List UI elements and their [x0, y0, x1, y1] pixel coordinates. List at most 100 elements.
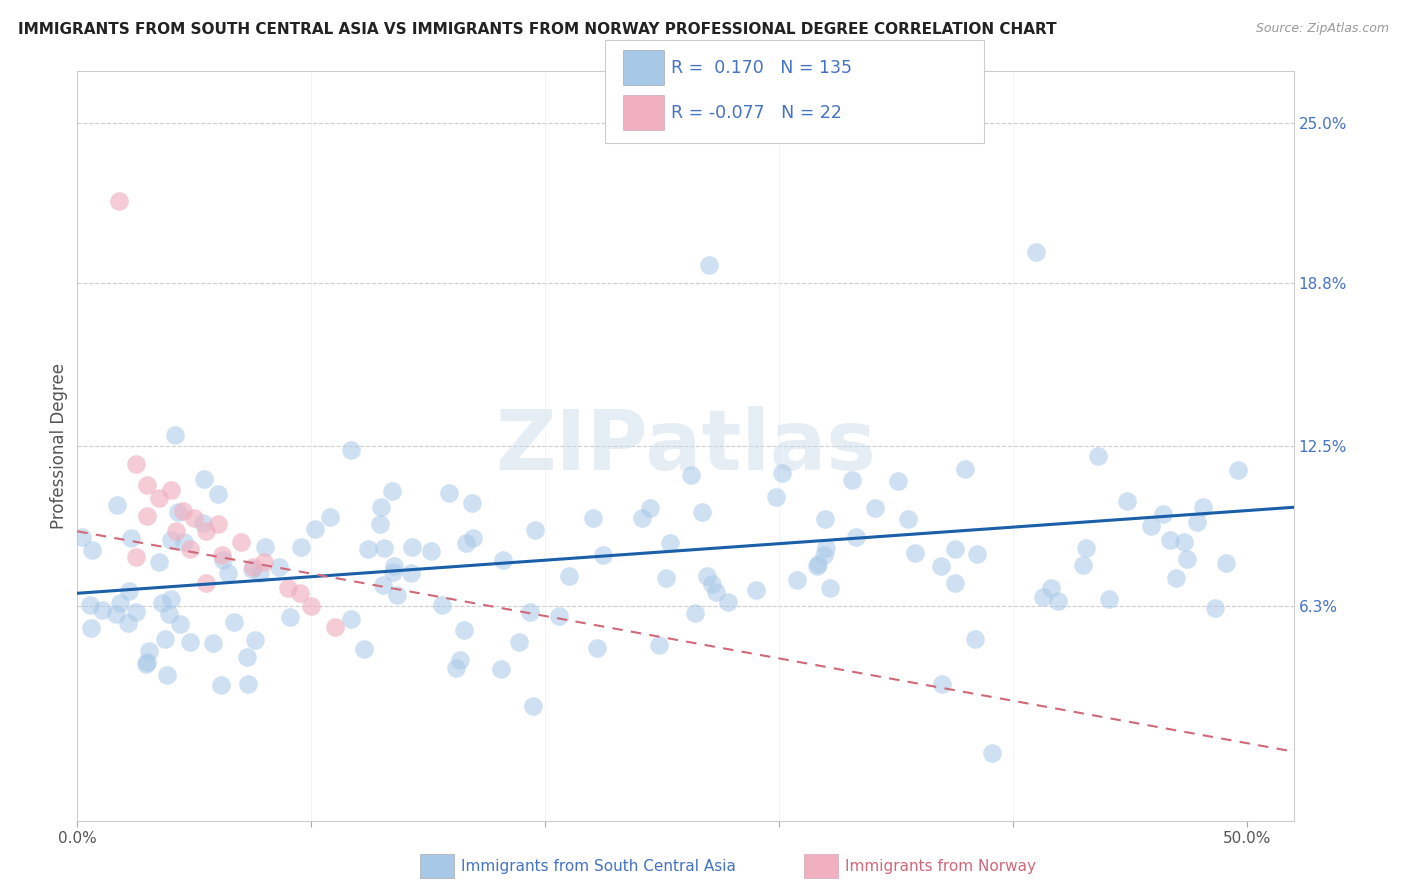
Point	[148, 491, 170, 505]
Text: Immigrants from South Central Asia: Immigrants from South Central Asia	[461, 859, 737, 873]
Point	[453, 623, 475, 637]
Point	[323, 620, 346, 634]
Point	[299, 599, 322, 614]
Point	[654, 571, 676, 585]
Point	[118, 583, 141, 598]
Point	[1192, 500, 1215, 515]
Point	[489, 662, 512, 676]
Point	[382, 558, 405, 573]
Point	[432, 598, 454, 612]
Point	[172, 503, 194, 517]
Point	[692, 504, 714, 518]
Point	[931, 677, 953, 691]
Point	[1116, 494, 1139, 508]
Point	[945, 542, 967, 557]
Point	[820, 581, 842, 595]
Point	[1047, 594, 1070, 608]
Point	[229, 534, 252, 549]
Point	[887, 474, 910, 488]
Point	[704, 584, 727, 599]
Point	[953, 462, 976, 476]
Point	[841, 473, 863, 487]
Point	[981, 747, 1004, 761]
Point	[807, 558, 830, 572]
Point	[80, 621, 103, 635]
Point	[585, 641, 607, 656]
Point	[548, 608, 571, 623]
Point	[1227, 463, 1250, 477]
Point	[814, 541, 837, 555]
Point	[813, 549, 835, 563]
Point	[744, 582, 766, 597]
Point	[1140, 518, 1163, 533]
Point	[897, 512, 920, 526]
Point	[179, 634, 201, 648]
Point	[806, 559, 828, 574]
Point	[105, 498, 128, 512]
Point	[385, 588, 408, 602]
Point	[943, 576, 966, 591]
Point	[319, 510, 342, 524]
Point	[631, 511, 654, 525]
Point	[648, 638, 671, 652]
Point	[138, 643, 160, 657]
Text: Immigrants from Norway: Immigrants from Norway	[845, 859, 1036, 873]
Point	[135, 657, 157, 671]
Point	[449, 652, 471, 666]
Point	[242, 560, 264, 574]
Point	[217, 566, 239, 580]
Point	[770, 466, 793, 480]
Point	[117, 616, 139, 631]
Point	[582, 511, 605, 525]
Point	[382, 565, 405, 579]
Point	[929, 559, 952, 574]
Point	[125, 457, 148, 471]
Point	[169, 616, 191, 631]
Point	[683, 607, 706, 621]
Point	[160, 592, 183, 607]
Point	[148, 555, 170, 569]
Point	[110, 596, 132, 610]
Point	[461, 531, 484, 545]
Point	[269, 559, 291, 574]
Point	[370, 500, 392, 514]
Point	[522, 699, 544, 714]
Point	[304, 522, 326, 536]
Point	[153, 632, 176, 647]
Point	[399, 566, 422, 580]
Text: R = -0.077   N = 22: R = -0.077 N = 22	[671, 104, 842, 122]
Point	[160, 533, 183, 547]
Point	[1074, 541, 1097, 555]
Point	[156, 668, 179, 682]
Point	[191, 516, 214, 531]
Point	[786, 573, 808, 587]
Point	[679, 467, 702, 482]
Point	[104, 607, 127, 621]
Text: Source: ZipAtlas.com: Source: ZipAtlas.com	[1256, 22, 1389, 36]
Point	[904, 546, 927, 560]
Text: IMMIGRANTS FROM SOUTH CENTRAL ASIA VS IMMIGRANTS FROM NORWAY PROFESSIONAL DEGREE: IMMIGRANTS FROM SOUTH CENTRAL ASIA VS IM…	[18, 22, 1057, 37]
Text: R =  0.170   N = 135: R = 0.170 N = 135	[671, 59, 852, 78]
Point	[79, 598, 101, 612]
Point	[519, 605, 541, 619]
Point	[1175, 552, 1198, 566]
Point	[371, 578, 394, 592]
Point	[444, 660, 467, 674]
Point	[813, 511, 835, 525]
Point	[1159, 533, 1181, 548]
Point	[125, 605, 148, 619]
Point	[373, 541, 395, 555]
Point	[236, 650, 259, 665]
Point	[290, 540, 312, 554]
Point	[91, 603, 114, 617]
Point	[696, 568, 718, 582]
Point	[253, 555, 276, 569]
Point	[125, 550, 148, 565]
Point	[157, 607, 180, 621]
Point	[1215, 556, 1237, 570]
Point	[277, 581, 299, 595]
Point	[167, 505, 190, 519]
Point	[253, 540, 276, 554]
Point	[193, 472, 215, 486]
Point	[1173, 535, 1195, 549]
